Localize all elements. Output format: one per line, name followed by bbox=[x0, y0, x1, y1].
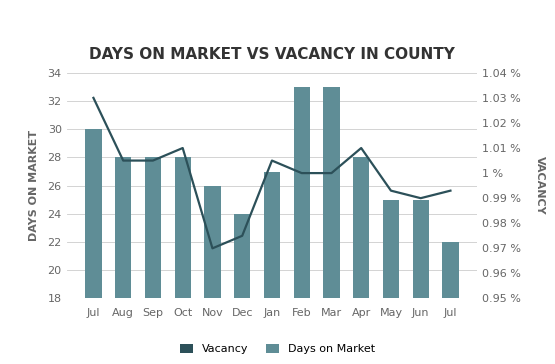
Bar bbox=[294, 87, 310, 364]
Bar bbox=[323, 87, 340, 364]
Title: DAYS ON MARKET VS VACANCY IN COUNTY: DAYS ON MARKET VS VACANCY IN COUNTY bbox=[89, 47, 455, 62]
Legend: Vacancy, Days on Market: Vacancy, Days on Market bbox=[176, 339, 379, 359]
Bar bbox=[204, 186, 221, 364]
Bar bbox=[264, 171, 280, 364]
Bar bbox=[442, 242, 458, 364]
Bar bbox=[383, 200, 399, 364]
Bar bbox=[353, 157, 370, 364]
Bar bbox=[174, 157, 191, 364]
Bar bbox=[412, 200, 429, 364]
Bar bbox=[145, 157, 161, 364]
Bar bbox=[234, 214, 250, 364]
Bar bbox=[85, 129, 102, 364]
Bar bbox=[115, 157, 132, 364]
Y-axis label: VACANCY: VACANCY bbox=[535, 156, 545, 215]
Y-axis label: DAYS ON MARKET: DAYS ON MARKET bbox=[29, 130, 39, 241]
